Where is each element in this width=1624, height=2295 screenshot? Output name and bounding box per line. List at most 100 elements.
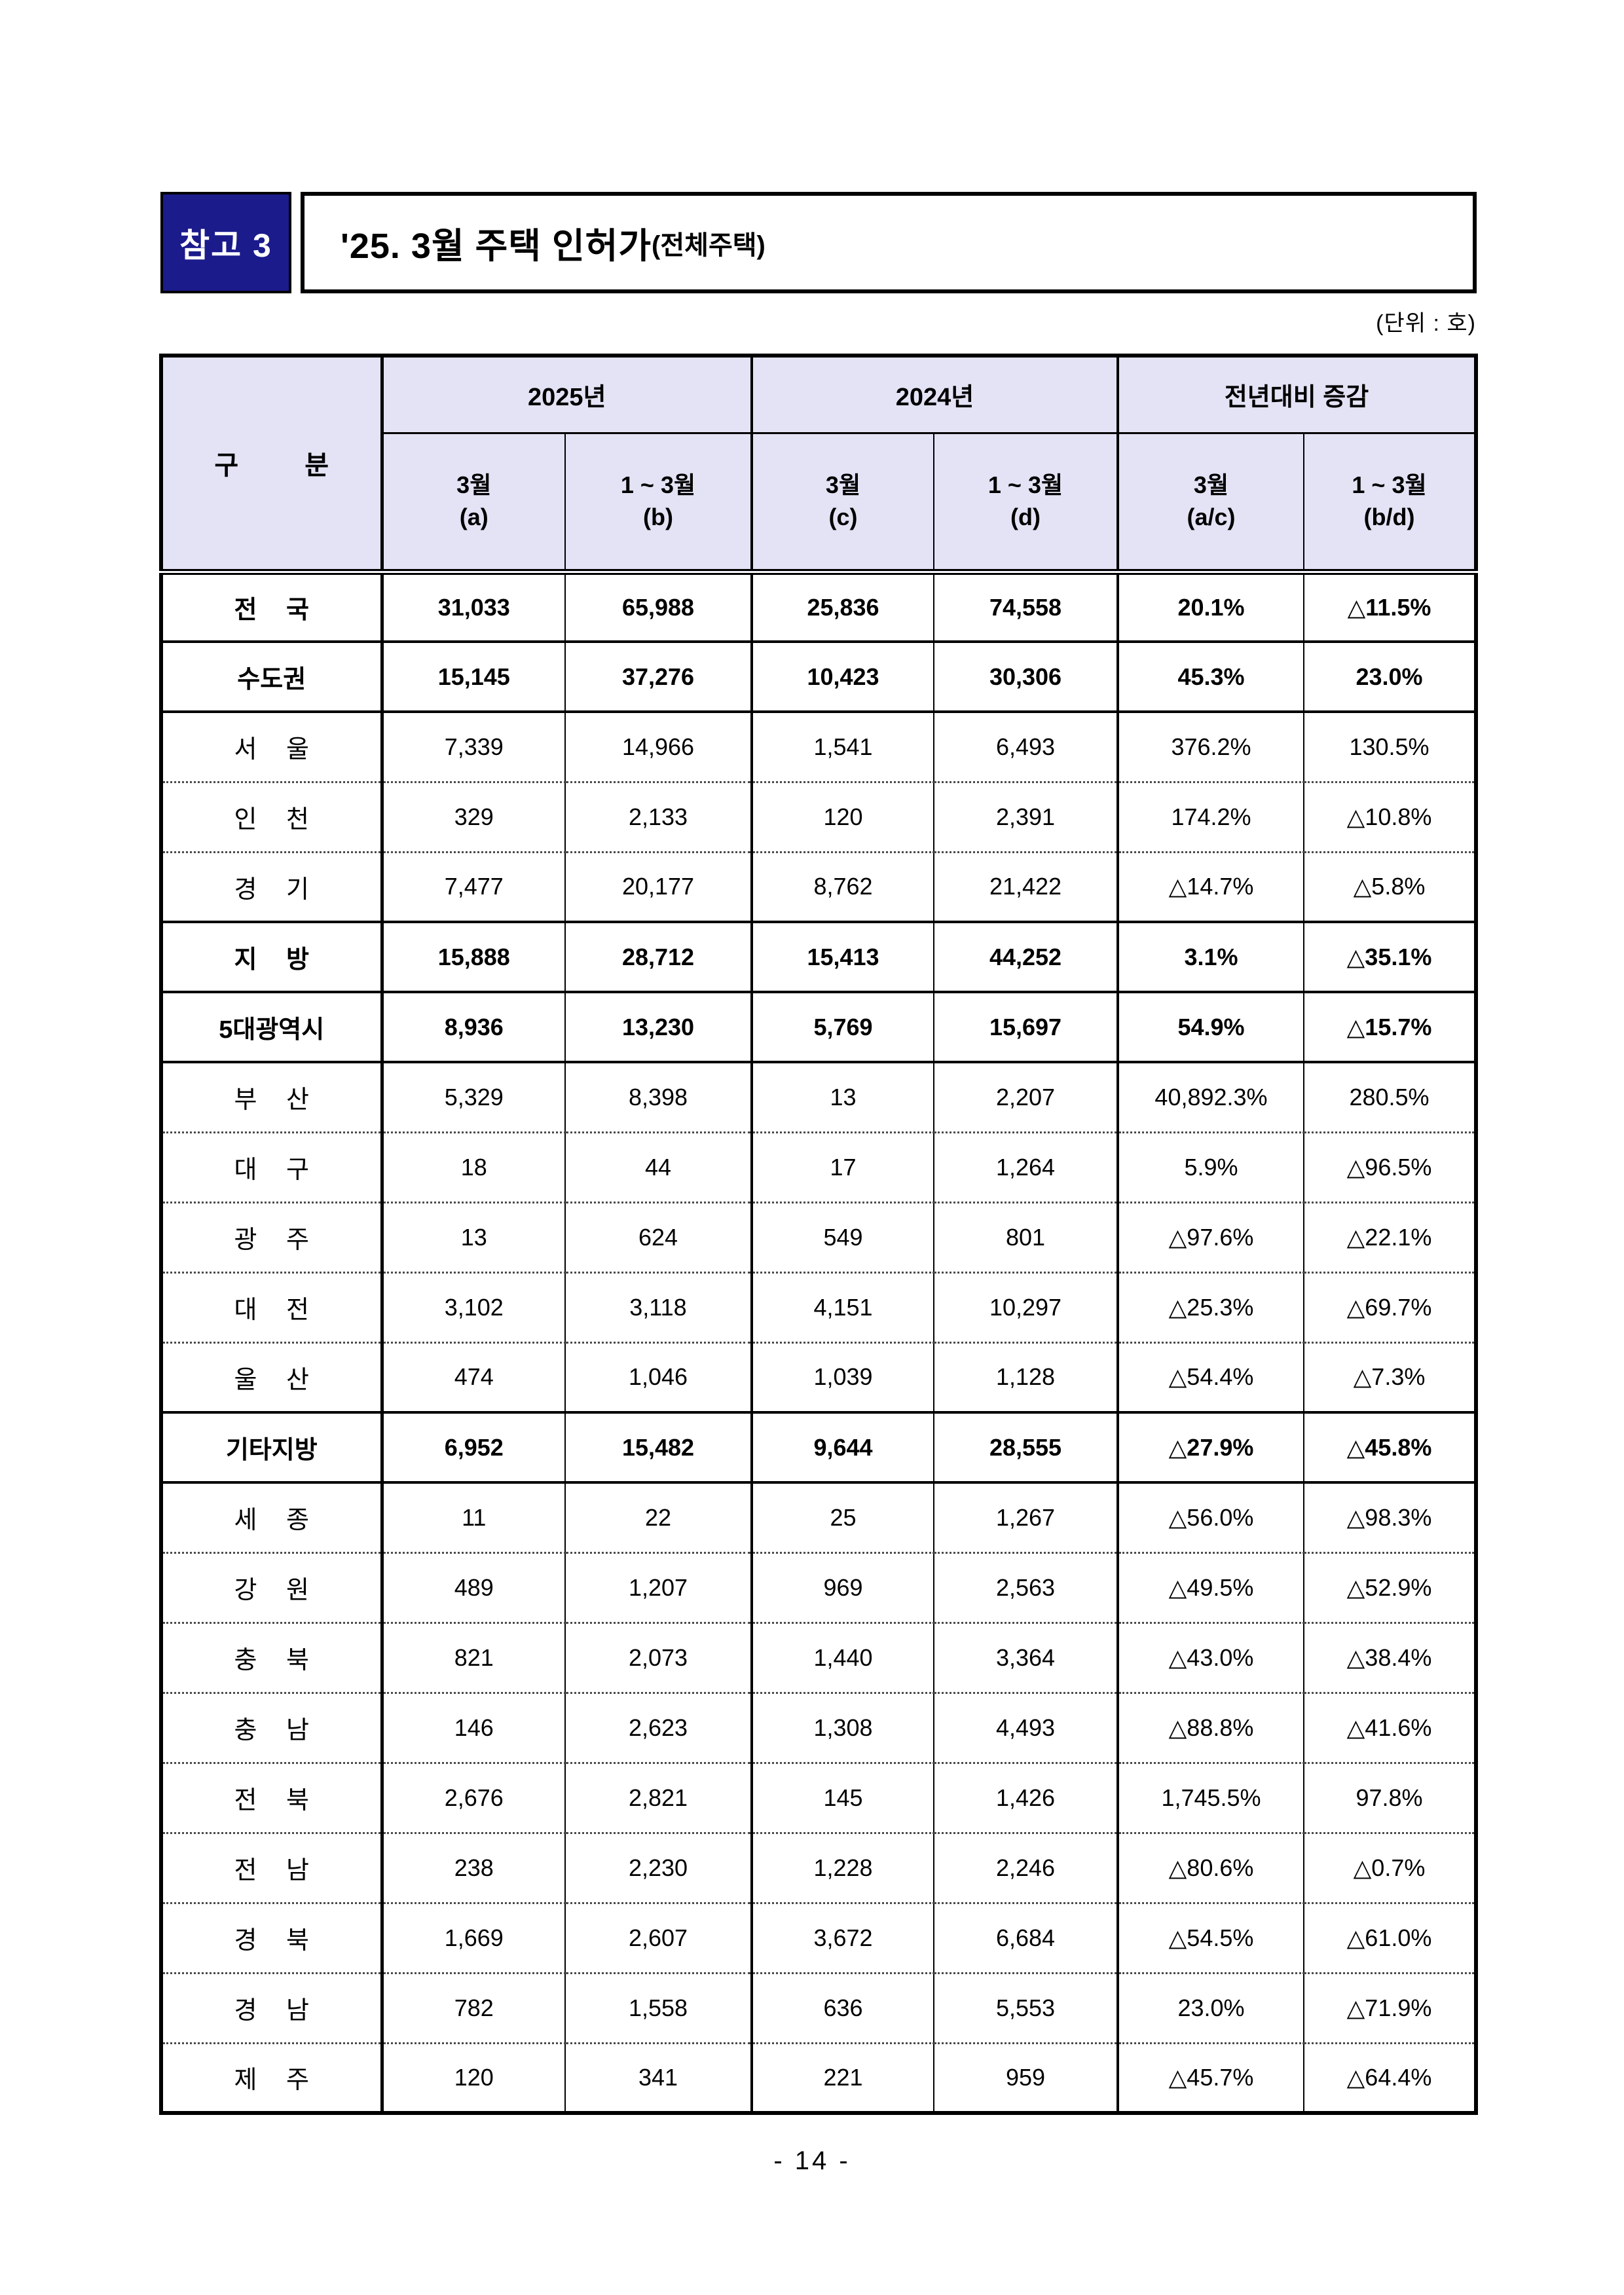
cell-value: 20,177	[564, 852, 752, 923]
cell-value: 15,482	[564, 1412, 752, 1484]
cell-value: 5,769	[750, 992, 934, 1063]
cell-value: △98.3%	[1302, 1482, 1477, 1554]
cell-value: 6,684	[933, 1903, 1118, 1974]
table-row: 경 남 782 1,558 636 5,553 23.0% △71.9%	[161, 1973, 1477, 2044]
cell-value: 21,422	[933, 852, 1118, 923]
cell-value: △56.0%	[1116, 1482, 1304, 1554]
row-label: 울 산	[161, 1342, 382, 1414]
cell-value: 44,252	[933, 922, 1118, 993]
cell-value: 40,892.3%	[1116, 1062, 1304, 1133]
cell-value: 2,246	[933, 1833, 1118, 1904]
cell-value: 221	[750, 2043, 934, 2113]
cell-value: 8,762	[750, 852, 934, 923]
column-group-yoy-change: 전년대비 증감	[1116, 356, 1477, 434]
table-row: 울 산 474 1,046 1,039 1,128 △54.4% △7.3%	[161, 1342, 1477, 1414]
column-header-yoy-march: 3월 (a/c)	[1116, 433, 1304, 575]
cell-value: 120	[380, 2043, 565, 2113]
column-header-yoy-q1: 1 ~ 3월 (b/d)	[1302, 433, 1477, 575]
cell-value: 25,836	[750, 572, 934, 643]
cell-value: 821	[380, 1623, 565, 1694]
cell-value: △43.0%	[1116, 1623, 1304, 1694]
row-label: 전 북	[161, 1763, 382, 1834]
cell-value: 8,936	[380, 992, 565, 1063]
cell-value: 15,697	[933, 992, 1118, 1063]
table-row: 서 울 7,339 14,966 1,541 6,493 376.2% 130.5%	[161, 712, 1477, 783]
table-subheader-row: 3월 (a) 1 ~ 3월 (b) 3월 (c) 1 ~ 3월 (d) 3월	[161, 433, 1477, 575]
cell-value: 6,952	[380, 1412, 565, 1484]
cell-value: △61.0%	[1302, 1903, 1477, 1974]
cell-value: 22	[564, 1482, 752, 1554]
cell-value: 11	[380, 1482, 565, 1554]
cell-value: 1,541	[750, 712, 934, 783]
cell-value: 329	[380, 782, 565, 853]
table-row: 경 북 1,669 2,607 3,672 6,684 △54.5% △61.0%	[161, 1903, 1477, 1974]
cell-value: 1,128	[933, 1342, 1118, 1414]
cell-value: △7.3%	[1302, 1342, 1477, 1414]
cell-value: 120	[750, 782, 934, 853]
cell-value: 130.5%	[1302, 712, 1477, 783]
cell-value: 1,440	[750, 1623, 934, 1694]
cell-value: 28,555	[933, 1412, 1118, 1484]
table-row: 인 천 329 2,133 120 2,391 174.2% △10.8%	[161, 782, 1477, 853]
cell-value: △45.7%	[1116, 2043, 1304, 2113]
row-label: 대 전	[161, 1272, 382, 1344]
cell-value: 801	[933, 1202, 1118, 1274]
cell-value: 1,264	[933, 1132, 1118, 1203]
row-label: 제 주	[161, 2043, 382, 2113]
cell-value: △45.8%	[1302, 1412, 1477, 1484]
table-row: 대 전 3,102 3,118 4,151 10,297 △25.3% △69.7%	[161, 1272, 1477, 1344]
cell-value: △0.7%	[1302, 1833, 1477, 1904]
cell-value: 9,644	[750, 1412, 934, 1484]
row-label: 서 울	[161, 712, 382, 783]
column-header-2025-march: 3월 (a)	[380, 433, 565, 575]
row-label: 수도권	[161, 642, 382, 713]
cell-value: 30,306	[933, 642, 1118, 713]
cell-value: 2,623	[564, 1693, 752, 1764]
table-row: 강 원 489 1,207 969 2,563 △49.5% △52.9%	[161, 1552, 1477, 1624]
table-row: 충 남 146 2,623 1,308 4,493 △88.8% △41.6%	[161, 1693, 1477, 1764]
cell-value: 636	[750, 1973, 934, 2044]
row-label: 전 남	[161, 1833, 382, 1904]
cell-value: 5.9%	[1116, 1132, 1304, 1203]
cell-value: 54.9%	[1116, 992, 1304, 1063]
cell-value: △15.7%	[1302, 992, 1477, 1063]
cell-value: 1,267	[933, 1482, 1118, 1554]
cell-value: 10,423	[750, 642, 934, 713]
cell-value: 549	[750, 1202, 934, 1274]
cell-value: 2,676	[380, 1763, 565, 1834]
cell-value: △38.4%	[1302, 1623, 1477, 1694]
unit-note: (단위 : 호)	[1376, 311, 1476, 336]
cell-value: 28,712	[564, 922, 752, 993]
cell-value: 2,073	[564, 1623, 752, 1694]
cell-value: 1,745.5%	[1116, 1763, 1304, 1834]
row-label: 경 북	[161, 1903, 382, 1974]
cell-value: 31,033	[380, 572, 565, 643]
cell-value: 341	[564, 2043, 752, 2113]
row-label: 충 북	[161, 1623, 382, 1694]
table-row: 광 주 13 624 549 801 △97.6% △22.1%	[161, 1202, 1477, 1274]
table-row: 5대광역시 8,936 13,230 5,769 15,697 54.9% △15.7%	[161, 992, 1477, 1063]
row-label: 지 방	[161, 922, 382, 993]
cell-value: 1,046	[564, 1342, 752, 1414]
cell-value: 624	[564, 1202, 752, 1274]
column-header-2025-q1: 1 ~ 3월 (b)	[564, 433, 752, 575]
cell-value: △10.8%	[1302, 782, 1477, 853]
cell-value: △14.7%	[1116, 852, 1304, 923]
cell-value: △80.6%	[1116, 1833, 1304, 1904]
cell-value: 14,966	[564, 712, 752, 783]
cell-value: 44	[564, 1132, 752, 1203]
page-title: '25. 3월 주택 인허가	[341, 227, 652, 266]
row-label: 강 원	[161, 1552, 382, 1624]
cell-value: 45.3%	[1116, 642, 1304, 713]
cell-value: 13	[750, 1062, 934, 1133]
row-label: 충 남	[161, 1693, 382, 1764]
cell-value: 2,133	[564, 782, 752, 853]
row-label: 기타지방	[161, 1412, 382, 1484]
cell-value: 5,553	[933, 1973, 1118, 2044]
title-box: '25. 3월 주택 인허가 (전체주택)	[301, 192, 1477, 293]
table-row: 전 북 2,676 2,821 145 1,426 1,745.5% 97.8%	[161, 1763, 1477, 1834]
cell-value: 474	[380, 1342, 565, 1414]
cell-value: 15,888	[380, 922, 565, 993]
cell-value: △88.8%	[1116, 1693, 1304, 1764]
